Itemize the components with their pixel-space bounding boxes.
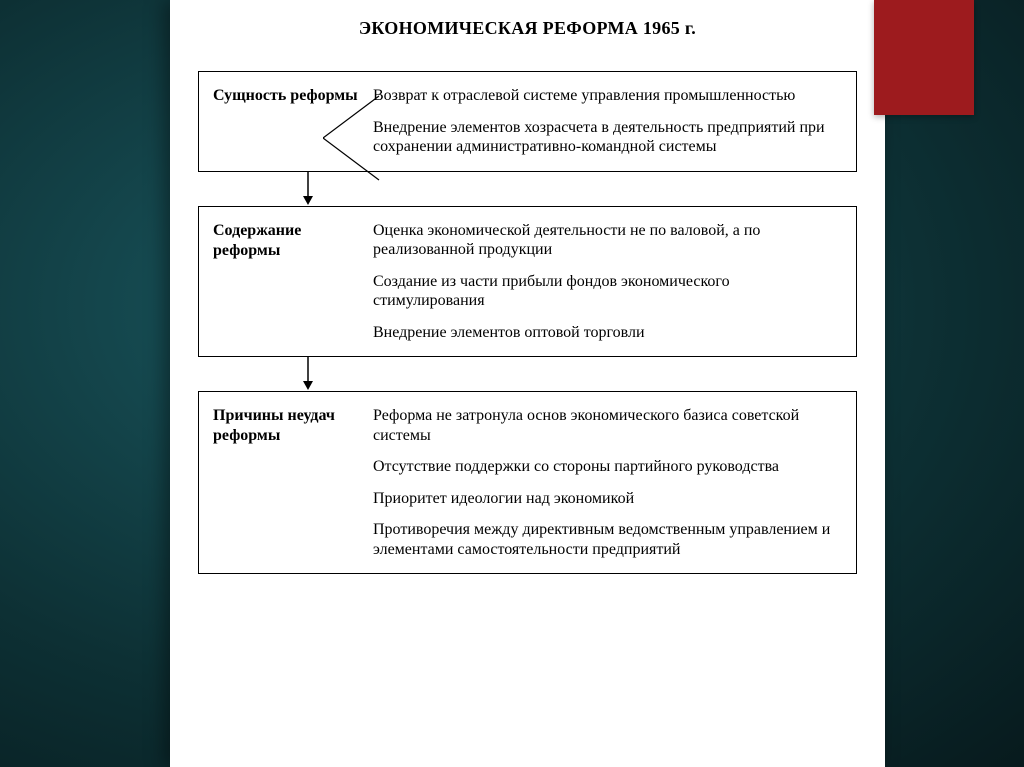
block-item: Приоритет идеологии над экономикой xyxy=(373,489,838,509)
diagram-container: Сущность реформы Возврат к отраслевой си… xyxy=(170,71,885,574)
block-content-heading: Содержание реформы xyxy=(199,207,369,357)
arrow-connector xyxy=(198,172,857,206)
document-page: ЭКОНОМИЧЕСКАЯ РЕФОРМА 1965 г. Сущность р… xyxy=(170,0,885,767)
block-essence-body: Возврат к отраслевой системе управле­ния… xyxy=(369,72,856,171)
block-essence-heading: Сущность реформы xyxy=(199,72,369,171)
block-content: Содержание реформы Оценка экономической … xyxy=(198,206,857,358)
down-arrow-icon xyxy=(198,357,857,391)
block-failures-body: Реформа не затронула основ экономи­ческо… xyxy=(369,392,856,573)
block-failures: Причины неудач реформы Реформа не затрон… xyxy=(198,391,857,574)
block-item: Отсутствие поддержки со стороны пар­тийн… xyxy=(373,457,838,477)
block-item: Противоречия между директивным ве­домств… xyxy=(373,520,838,559)
block-item: Оценка экономической деятельности не по … xyxy=(373,221,838,260)
block-item: Создание из части прибыли фондов экономи… xyxy=(373,272,838,311)
down-arrow-icon xyxy=(198,172,857,206)
block-item: Внедрение элементов оптовой торговли xyxy=(373,323,838,343)
block-content-body: Оценка экономической деятельности не по … xyxy=(369,207,856,357)
block-failures-heading: Причины неудач реформы xyxy=(199,392,369,573)
block-essence: Сущность реформы Возврат к отраслевой си… xyxy=(198,71,857,172)
block-item: Реформа не затронула основ экономи­ческо… xyxy=(373,406,838,445)
arrow-connector xyxy=(198,357,857,391)
block-item: Возврат к отраслевой системе управле­ния… xyxy=(373,86,838,106)
accent-bar xyxy=(874,0,974,115)
block-item: Внедрение элементов хозрасчета в дея­тел… xyxy=(373,118,838,157)
page-title: ЭКОНОМИЧЕСКАЯ РЕФОРМА 1965 г. xyxy=(170,0,885,71)
